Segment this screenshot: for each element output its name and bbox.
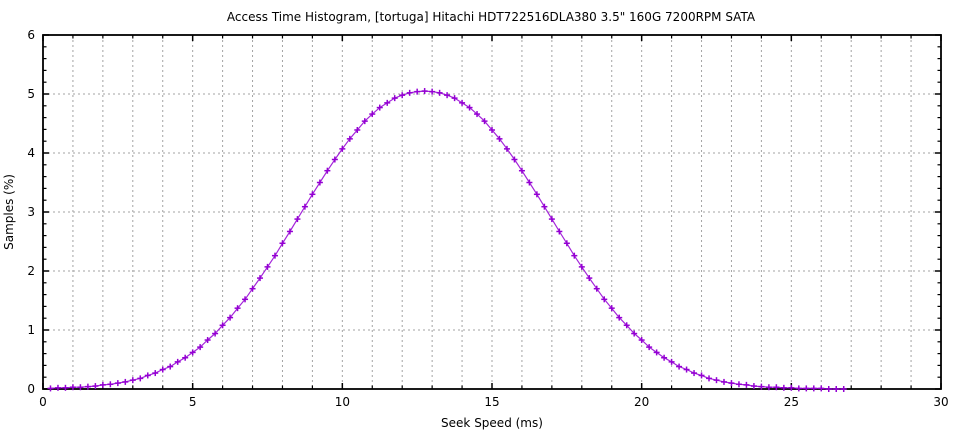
series-markers	[47, 88, 847, 392]
x-axis-label: Seek Speed (ms)	[441, 416, 543, 430]
x-tick-label: 5	[189, 395, 197, 409]
x-tick-label: 10	[335, 395, 350, 409]
data-series	[47, 88, 847, 392]
x-tick-label: 15	[484, 395, 499, 409]
y-tick-label: 5	[27, 87, 35, 101]
y-tick-label: 4	[27, 146, 35, 160]
y-tick-label: 2	[27, 264, 35, 278]
series-line	[50, 90, 844, 390]
tick-labels: 0 5 10 15 20 25 30 0 1 2 3 4 5 6	[27, 28, 948, 409]
x-tick-label: 20	[634, 395, 649, 409]
y-tick-label: 1	[27, 323, 35, 337]
y-axis-label: Samples (%)	[2, 174, 16, 250]
y-tick-label: 6	[27, 28, 35, 42]
plot-border	[42, 34, 942, 390]
x-tick-label: 30	[933, 395, 948, 409]
y-tick-label: 0	[27, 382, 35, 396]
y-tick-label: 3	[27, 205, 35, 219]
x-tick-label: 25	[784, 395, 799, 409]
grid-lines	[43, 35, 941, 389]
chart-title: Access Time Histogram, [tortuga] Hitachi…	[227, 10, 756, 24]
x-tick-label: 0	[39, 395, 47, 409]
